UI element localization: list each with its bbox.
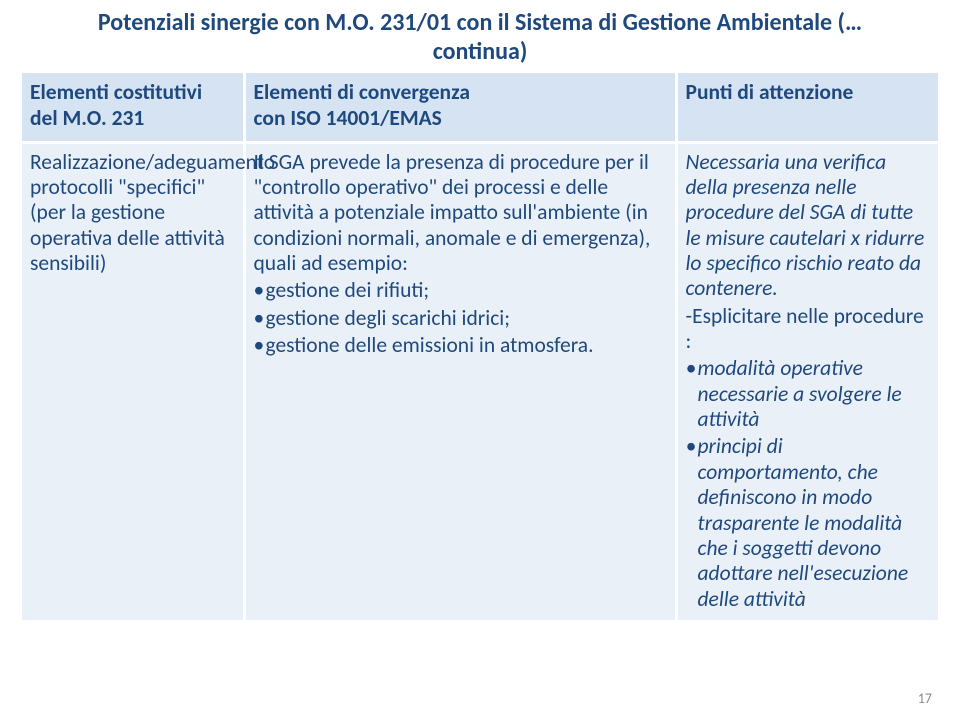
- col-header-1: Elementi costitutivi del M.O. 231: [22, 73, 244, 143]
- list-item: gestione dei rifiuti;: [254, 278, 667, 303]
- page-number: 17: [918, 690, 932, 707]
- cell-elementi-convergenza: Il SGA prevede la presenza di procedure …: [244, 142, 676, 620]
- col-header-2: Elementi di convergenza con ISO 14001/EM…: [244, 73, 676, 143]
- title-line2: continua): [22, 37, 938, 66]
- attenzione-list: modalità operative necessarie a svolgere…: [686, 356, 931, 612]
- col-header-3: Punti di attenzione: [676, 73, 938, 143]
- list-item: modalità operative necessarie a svolgere…: [686, 356, 931, 432]
- title-line1: Potenziali sinergie con M.O. 231/01 con …: [22, 8, 938, 37]
- synergies-table: Elementi costitutivi del M.O. 231 Elemen…: [22, 73, 938, 620]
- cell-elementi-costitutivi: Realizzazione/adeguamento protocolli "sp…: [22, 142, 244, 620]
- list-item: gestione delle emissioni in atmosfera.: [254, 333, 667, 358]
- slide-title: Potenziali sinergie con M.O. 231/01 con …: [22, 8, 938, 67]
- list-item: gestione degli scarichi idrici;: [254, 306, 667, 331]
- list-item: principi di comportamento, che definisco…: [686, 434, 931, 612]
- cell-punti-attenzione: Necessaria una verifica della presenza n…: [676, 142, 938, 620]
- table-row: Realizzazione/adeguamento protocolli "sp…: [22, 142, 938, 620]
- convergenza-list: gestione dei rifiuti; gestione degli sca…: [254, 278, 667, 358]
